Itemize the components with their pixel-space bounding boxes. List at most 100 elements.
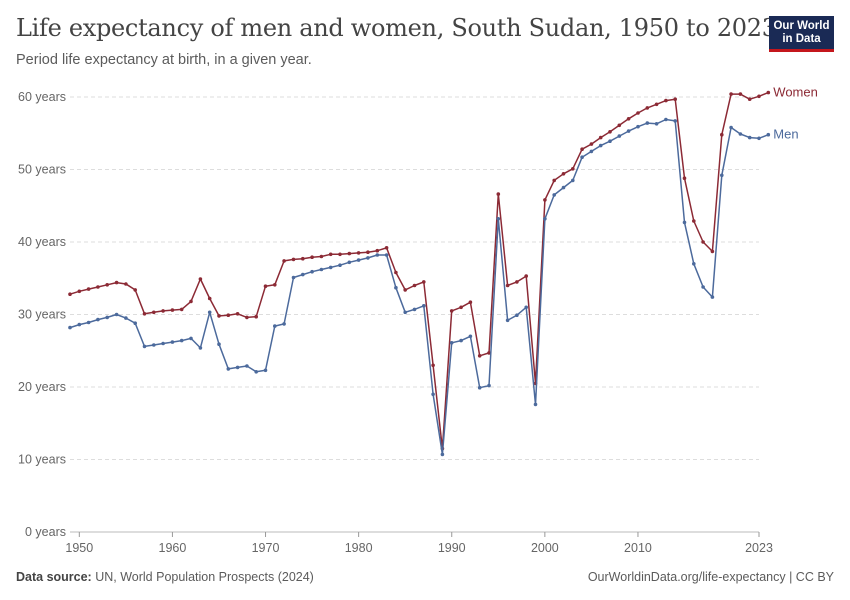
data-point — [608, 130, 612, 134]
data-point — [766, 132, 771, 137]
data-point — [608, 139, 612, 143]
data-point — [263, 284, 268, 289]
data-point — [235, 312, 240, 316]
data-point — [310, 269, 314, 274]
data-point — [77, 289, 82, 294]
y-tick-label: 60 years — [18, 90, 66, 104]
data-point — [552, 178, 556, 183]
data-point — [571, 178, 575, 183]
series-line — [69, 118, 769, 456]
data-point — [515, 280, 519, 284]
source-url[interactable]: OurWorldinData.org/life-expectancy | CC … — [587, 570, 834, 584]
data-point — [701, 285, 705, 289]
data-point — [254, 370, 258, 374]
x-tick-label: 1960 — [159, 541, 187, 555]
data-source-label: Data source: — [16, 570, 92, 584]
data-point — [217, 314, 221, 318]
data-point — [114, 280, 119, 285]
y-tick-label: 20 years — [18, 380, 66, 394]
x-tick-label: 1970 — [252, 541, 280, 555]
data-point — [720, 132, 724, 137]
y-tick-label: 0 years — [25, 525, 66, 539]
series-line — [69, 91, 769, 450]
data-point — [747, 135, 752, 140]
data-point — [598, 143, 603, 148]
data-point — [254, 314, 258, 319]
data-point — [468, 300, 473, 305]
data-point — [291, 275, 296, 280]
data-point — [589, 142, 594, 146]
series-women[interactable] — [68, 90, 771, 451]
series-label-men[interactable]: Men — [773, 127, 798, 142]
data-point — [710, 249, 715, 254]
data-point — [301, 256, 305, 261]
data-point — [477, 385, 482, 390]
data-point — [226, 367, 231, 371]
data-point — [766, 90, 771, 95]
data-point — [198, 277, 203, 281]
data-point — [319, 267, 324, 272]
data-point — [124, 282, 128, 286]
data-point — [673, 97, 677, 101]
data-point — [496, 217, 501, 221]
data-point — [505, 283, 510, 288]
data-point — [198, 346, 203, 350]
data-point — [142, 344, 147, 349]
data-point — [394, 270, 398, 275]
data-point — [654, 102, 659, 107]
data-point — [179, 307, 184, 312]
data-point — [505, 318, 510, 323]
data-point — [77, 322, 82, 327]
data-point — [319, 254, 324, 259]
data-point — [682, 220, 687, 225]
data-point — [515, 313, 519, 318]
data-point — [179, 338, 184, 343]
data-point — [245, 315, 249, 320]
data-point — [328, 252, 333, 257]
data-point — [682, 176, 687, 180]
data-point — [580, 147, 584, 151]
data-point — [375, 253, 380, 257]
data-point — [645, 121, 650, 125]
y-tick-label: 50 years — [18, 163, 66, 177]
data-point — [673, 119, 677, 123]
data-point — [543, 198, 547, 202]
data-point — [664, 98, 668, 103]
data-point — [617, 123, 622, 128]
y-tick-label: 30 years — [18, 308, 66, 322]
data-point — [235, 365, 240, 370]
x-axis: 1950 1960 1970 1980 1990 2000 2010 2023 — [65, 532, 773, 555]
data-point — [394, 285, 398, 290]
series-labels: Women Men — [773, 85, 818, 142]
data-point — [412, 283, 417, 288]
x-tick-label: 2023 — [745, 541, 773, 555]
owid-logo[interactable]: Our World in Data — [769, 16, 834, 52]
data-point — [636, 124, 640, 129]
data-point — [96, 285, 100, 289]
data-point — [552, 193, 556, 197]
data-point — [710, 295, 715, 299]
data-point — [366, 256, 370, 260]
data-point — [645, 106, 650, 110]
y-tick-label: 10 years — [18, 453, 66, 467]
data-point — [524, 274, 528, 278]
gridlines — [70, 96, 759, 533]
data-point — [282, 259, 286, 263]
data-point — [226, 313, 231, 318]
series-men[interactable] — [68, 117, 771, 457]
y-tick-label: 40 years — [18, 235, 66, 249]
x-tick-label: 1950 — [65, 541, 93, 555]
data-point — [338, 252, 342, 257]
data-point — [403, 288, 408, 292]
data-point — [459, 305, 463, 310]
data-point — [571, 167, 575, 171]
data-point — [338, 263, 342, 268]
data-point — [561, 185, 566, 190]
data-point — [152, 310, 156, 315]
data-point — [301, 272, 305, 277]
data-point — [440, 452, 445, 457]
data-point — [291, 257, 296, 262]
data-point — [375, 248, 380, 253]
series-label-women[interactable]: Women — [773, 85, 818, 100]
data-point — [533, 402, 538, 407]
